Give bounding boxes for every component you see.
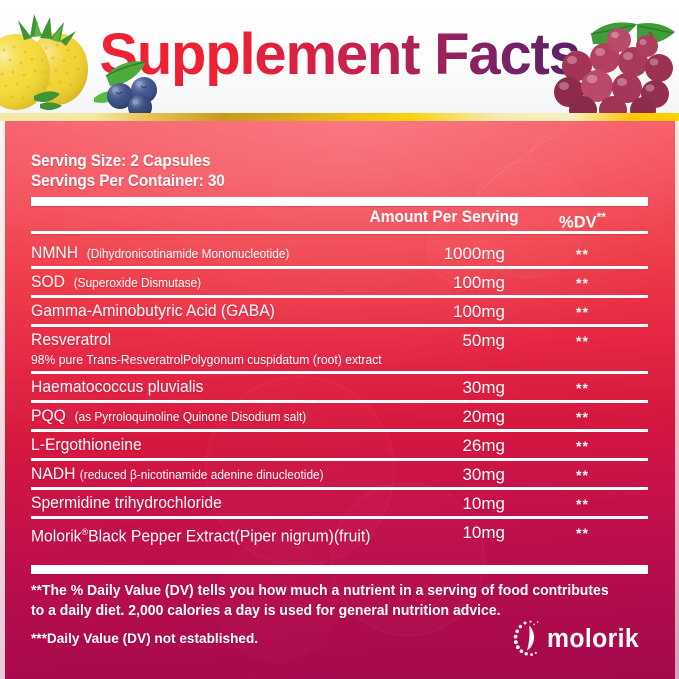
nutrient-amount: 50mg: [462, 331, 505, 350]
molorik-dotted-leaf-logo: [513, 620, 539, 656]
nutrient-amount: 1000mg: [443, 244, 505, 263]
table-row: Gamma-Aminobutyric Acid (GABA) 100mg **: [31, 298, 648, 327]
nutrient-name-main: NMNH: [31, 244, 79, 262]
nutrient-name: NADH (reduced β-nicotinamide adenine din…: [31, 462, 324, 488]
rule-top: [31, 197, 648, 206]
panel-content: Serving Size: 2 Capsules Servings Per Co…: [0, 121, 679, 679]
nutrient-name: Spermidine trihydrochloride: [31, 491, 222, 516]
footnotes: **The % Daily Value (DV) tells you how m…: [31, 581, 641, 649]
nutrient-amount: 26mg: [462, 436, 505, 455]
nutrient-name: NMNH (Dihydronicotinamide Mononucleotide…: [31, 241, 289, 267]
column-header-dv-sup: **: [596, 210, 606, 224]
footnote-daily-value: **The % Daily Value (DV) tells you how m…: [31, 583, 609, 619]
rule-bottom: [31, 565, 648, 574]
nutrient-name-main: SOD: [31, 273, 65, 291]
nutrient-name-detail: (as Pyrroloquinoline Quinone Disodium sa…: [74, 410, 307, 424]
servings-per-container-line: Servings Per Container: 30: [31, 172, 225, 190]
nutrient-dv: **: [576, 333, 589, 349]
panel-left-border: [0, 121, 5, 679]
nutrient-name-main: Haematococcus pluvialis: [31, 378, 204, 396]
table-row: PQQ (as Pyrroloquinoline Quinone Disodiu…: [31, 403, 648, 432]
table-header: Amount Per Serving %DV**: [31, 206, 648, 232]
table-row: Haematococcus pluvialis 30mg **: [31, 374, 648, 403]
nutrient-dv: **: [576, 496, 589, 512]
nutrient-amount: 10mg: [462, 494, 505, 513]
brand-logo: molorik: [513, 617, 648, 661]
nutrient-dv: **: [576, 525, 589, 541]
serving-size-line: Serving Size: 2 Capsules: [31, 152, 211, 170]
nutrient-rows: NMNH (Dihydronicotinamide Mononucleotide…: [31, 240, 648, 548]
column-header-amount: Amount Per Serving: [369, 208, 519, 226]
nutrient-amount: 20mg: [462, 407, 505, 426]
table-row: L-Ergothioneine 26mg **: [31, 432, 648, 461]
nutrient-dv: **: [576, 275, 589, 291]
nutrient-dv: **: [576, 467, 589, 483]
nutrient-amount: 30mg: [462, 378, 505, 397]
brand-name: molorik: [547, 625, 640, 653]
panel-right-border: [675, 121, 679, 679]
nutrient-dv: **: [576, 246, 589, 262]
table-row: NADH (reduced β-nicotinamide adenine din…: [31, 461, 648, 490]
nutrient-dv: **: [576, 438, 589, 454]
nutrient-name-main: L-Ergothioneine: [31, 436, 142, 454]
nutrient-name-tail: Black Pepper Extract(Piper nigrum)(fruit…: [88, 527, 371, 546]
pineapple-blueberry-icon: [0, 14, 157, 113]
table-row: Spermidine trihydrochloride 10mg **: [31, 490, 648, 519]
nutrient-name-main: Gamma-Aminobutyric Acid (GABA): [31, 302, 275, 320]
nutrient-name: Haematococcus pluvialis: [31, 375, 204, 400]
nutrient-subline: 98% pure Trans-ResveratrolPolygonum cusp…: [31, 352, 382, 367]
nutrient-name: SOD (Superoxide Dismutase): [31, 270, 201, 296]
rule-under-header: [31, 231, 648, 234]
nutrient-name: Gamma-Aminobutyric Acid (GABA): [31, 299, 275, 324]
page-title: Supplement Facts: [0, 18, 679, 92]
nutrient-name: L-Ergothioneine: [31, 433, 142, 458]
nutrient-name: PQQ (as Pyrroloquinoline Quinone Disodiu…: [31, 404, 306, 430]
nutrient-name-detail: (Dihydronicotinamide Mononucleotide): [86, 247, 290, 261]
column-header-dv-label: %DV: [559, 213, 597, 232]
nutrient-dv: **: [576, 409, 589, 425]
nutrient-dv: **: [576, 380, 589, 396]
nutrient-amount: 10mg: [462, 523, 505, 542]
table-row: SOD (Superoxide Dismutase) 100mg **: [31, 269, 648, 298]
nutrient-name-main: Molorik: [31, 527, 82, 546]
serving-info: Serving Size: 2 Capsules Servings Per Co…: [31, 151, 225, 191]
table-row: Resveratrol 98% pure Trans-ResveratrolPo…: [31, 327, 648, 374]
nutrient-name-detail: (Superoxide Dismutase): [73, 276, 202, 290]
nutrient-name-main: PQQ: [31, 407, 66, 425]
nutrient-name: Resveratrol: [31, 328, 111, 353]
header-banner: Supplement Facts: [0, 0, 679, 113]
table-row: Molorik®Black Pepper Extract(Piper nigru…: [31, 519, 648, 548]
gold-divider-band: [0, 113, 679, 121]
facts-panel: Serving Size: 2 Capsules Servings Per Co…: [0, 121, 679, 679]
table-row: NMNH (Dihydronicotinamide Mononucleotide…: [31, 240, 648, 269]
nutrient-name-detail: (reduced β-nicotinamide adenine dinucleo…: [79, 468, 324, 482]
nutrient-amount: 100mg: [453, 273, 505, 292]
registered-trademark-symbol: ®: [81, 527, 89, 538]
nutrient-dv: **: [576, 304, 589, 320]
column-header-dv: %DV**: [517, 206, 648, 234]
footnote-not-established: ***Daily Value (DV) not established.: [31, 631, 259, 647]
nutrient-name: Molorik®Black Pepper Extract(Piper nigru…: [31, 520, 370, 550]
nutrient-name-main: NADH: [31, 465, 76, 483]
nutrient-name-main: Resveratrol: [31, 331, 112, 349]
nutrient-name-main: Spermidine trihydrochloride: [31, 494, 222, 512]
grapes-icon: [554, 22, 675, 113]
nutrient-amount: 30mg: [462, 465, 505, 484]
nutrient-amount: 100mg: [453, 302, 505, 321]
